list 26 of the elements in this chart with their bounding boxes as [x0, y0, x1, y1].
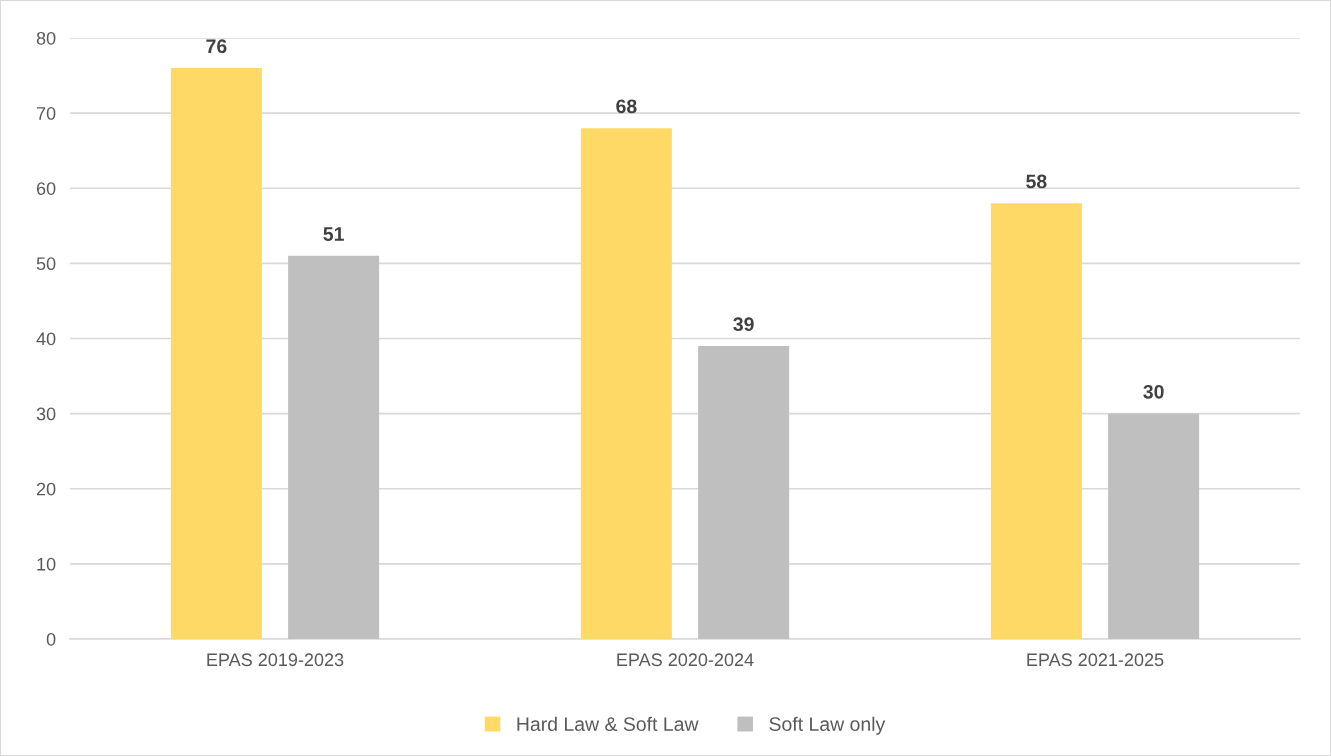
bar — [698, 346, 790, 639]
y-tick-label: 80 — [36, 31, 56, 45]
bar — [990, 203, 1082, 639]
data-label: 76 — [206, 39, 227, 54]
data-label: 58 — [1026, 174, 1047, 189]
y-tick-label: 40 — [36, 332, 56, 346]
y-tick-label: 20 — [36, 482, 56, 496]
data-label: 30 — [1143, 384, 1164, 399]
x-tick-label: EPAS 2021-2025 — [1027, 653, 1164, 667]
bar — [288, 255, 380, 639]
y-tick-label: 70 — [36, 107, 56, 120]
y-tick-label: 60 — [36, 182, 56, 195]
bar — [580, 128, 672, 639]
y-tick-label: 30 — [36, 407, 56, 421]
y-tick-label: 10 — [37, 557, 56, 571]
data-label: 51 — [323, 227, 344, 241]
data-label: 68 — [616, 99, 637, 114]
x-tick-label: EPAS 2020-2024 — [617, 653, 754, 667]
y-tick-label: 0 — [46, 632, 56, 646]
bar — [170, 68, 262, 639]
y-tick-label: 50 — [36, 257, 56, 271]
x-tick-label: EPAS 2019-2023 — [207, 653, 344, 667]
legend-label: Soft Law only — [769, 716, 886, 735]
legend-label: Hard Law & Soft Law — [517, 716, 699, 731]
data-label: 39 — [733, 317, 754, 332]
bar — [1108, 413, 1200, 639]
